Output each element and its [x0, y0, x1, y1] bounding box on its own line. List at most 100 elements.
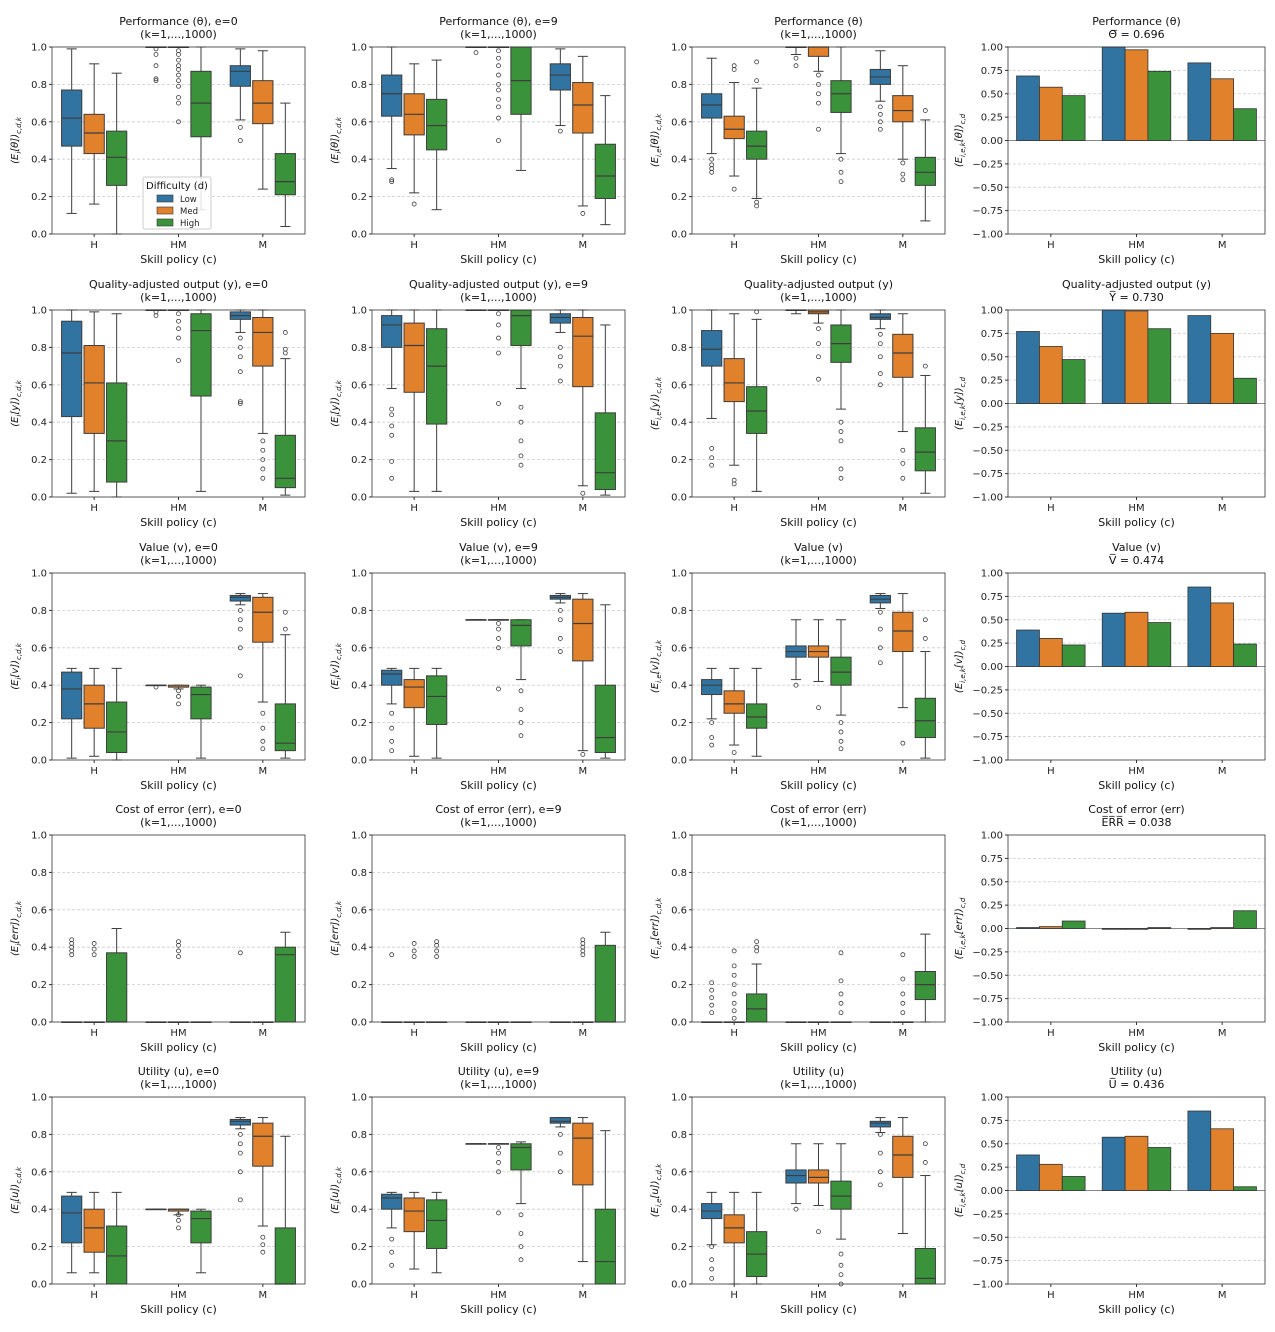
y-axis-label-part: c,d,k [655, 1163, 663, 1181]
y-tick-label: 1.0 [671, 1093, 687, 1104]
y-axis-label-part: c,d,k [335, 642, 343, 660]
outlier-point [754, 59, 760, 65]
outlier-point [260, 1249, 266, 1255]
outlier-point [260, 1234, 266, 1240]
panel-subtitle: (k=1,...,1000) [140, 1078, 217, 1091]
bar [1210, 78, 1234, 141]
outlier-point [900, 740, 906, 746]
outlier-point [557, 1150, 563, 1156]
outlier-point [69, 937, 75, 943]
box [785, 1169, 807, 1184]
x-axis-label: Skill policy (c) [780, 779, 857, 792]
x-tick-label: H [1047, 1028, 1055, 1039]
box [807, 46, 830, 57]
y-tick-label: −0.50 [972, 183, 1003, 194]
y-tick-label: 0.2 [31, 980, 47, 991]
y-tick-label: 0.75 [981, 66, 1003, 77]
outlier-point [731, 991, 737, 997]
box [83, 113, 105, 155]
outlier-point [793, 63, 799, 69]
box [106, 130, 128, 186]
y-tick-label: 0.6 [671, 643, 687, 654]
outlier-point [176, 95, 181, 100]
outlier-point [877, 609, 883, 615]
y-axis-label: (Ei[err])c,d,k [330, 900, 343, 956]
panel-title: Value (v), e=9 [459, 541, 538, 554]
y-axis-label: (Ei[y])c,d,k [330, 379, 343, 427]
outlier-point [237, 369, 243, 375]
outlier-point [900, 976, 906, 982]
outlier-point [411, 954, 417, 959]
outlier-point [496, 686, 501, 692]
y-tick-label: 0.50 [981, 615, 1003, 626]
panel-title: Value (v) [1112, 541, 1161, 554]
y-axis-label-part: [u]) [954, 1174, 965, 1192]
outlier-point [731, 982, 737, 987]
outlier-point [496, 645, 501, 651]
y-tick-label: 0.0 [671, 493, 687, 504]
outlier-point [557, 617, 563, 623]
outlier-point [557, 608, 563, 613]
outlier-point [389, 432, 395, 438]
outlier-point [176, 311, 181, 317]
y-axis-label-part: [err]) [10, 918, 21, 944]
y-tick-label: 0.4 [351, 943, 367, 954]
y-axis-label-part: c,d [959, 1163, 967, 1174]
outlier-point [731, 1000, 737, 1006]
y-tick-label: 0.6 [351, 643, 367, 654]
outlier-point [518, 1257, 524, 1263]
outlier-point [557, 128, 563, 134]
y-tick-label: 0.4 [351, 155, 367, 166]
y-axis-label-part: i,e,k [959, 141, 967, 157]
outlier-point [176, 701, 181, 707]
box [190, 313, 212, 397]
y-axis-label: (Ei[err])c,d,k [10, 900, 23, 956]
y-tick-label: 0.75 [981, 854, 1003, 865]
y-axis-label-part: (E [954, 682, 965, 693]
x-tick-label: M [899, 240, 908, 251]
axes-frame [1007, 572, 1266, 761]
y-axis-label-part: [y]) [650, 394, 661, 412]
y-tick-label: −0.25 [972, 947, 1003, 958]
box [381, 315, 403, 348]
y-axis-label: (Ei[v])c,d,k [330, 642, 343, 690]
outlier-point [282, 626, 288, 632]
bar [1147, 1147, 1172, 1191]
y-tick-label: 1.0 [351, 569, 367, 580]
y-axis-label-part: i [15, 944, 23, 946]
outlier-point [900, 475, 906, 481]
y-tick-label: 0.2 [671, 192, 687, 203]
y-tick-label: −1.00 [972, 1018, 1003, 1029]
y-tick-label: 1.00 [981, 43, 1003, 54]
y-tick-label: 1.0 [31, 43, 47, 54]
box [594, 1208, 616, 1285]
x-tick-label: H [90, 766, 98, 777]
outlier-point [496, 104, 501, 110]
y-tick-label: 1.0 [351, 831, 367, 842]
box [403, 1197, 425, 1233]
y-tick-label: 0.2 [31, 1242, 47, 1253]
outlier-point [816, 100, 821, 106]
box [252, 596, 274, 643]
outlier-point [754, 939, 760, 944]
outlier-point [816, 376, 821, 382]
outlier-point [176, 694, 181, 699]
outlier-point [709, 1244, 715, 1249]
y-tick-label: 0.0 [671, 1280, 687, 1291]
legend-label-high: High [180, 219, 200, 229]
outlier-point [496, 55, 501, 61]
panel-title: Performance (θ) [774, 15, 863, 28]
outlier-point [389, 748, 395, 754]
outlier-point [709, 720, 715, 725]
axes-frame [371, 46, 626, 235]
outlier-point [389, 725, 395, 731]
bar [1147, 70, 1172, 141]
outlier-point [793, 55, 799, 61]
y-axis-label-part: (E [330, 416, 341, 427]
y-tick-label: 0.0 [351, 230, 367, 241]
y-tick-label: 1.00 [981, 306, 1003, 317]
outlier-point [176, 1212, 181, 1218]
outlier-point [900, 160, 906, 166]
outlier-point [816, 326, 821, 332]
outlier-point [518, 419, 524, 425]
